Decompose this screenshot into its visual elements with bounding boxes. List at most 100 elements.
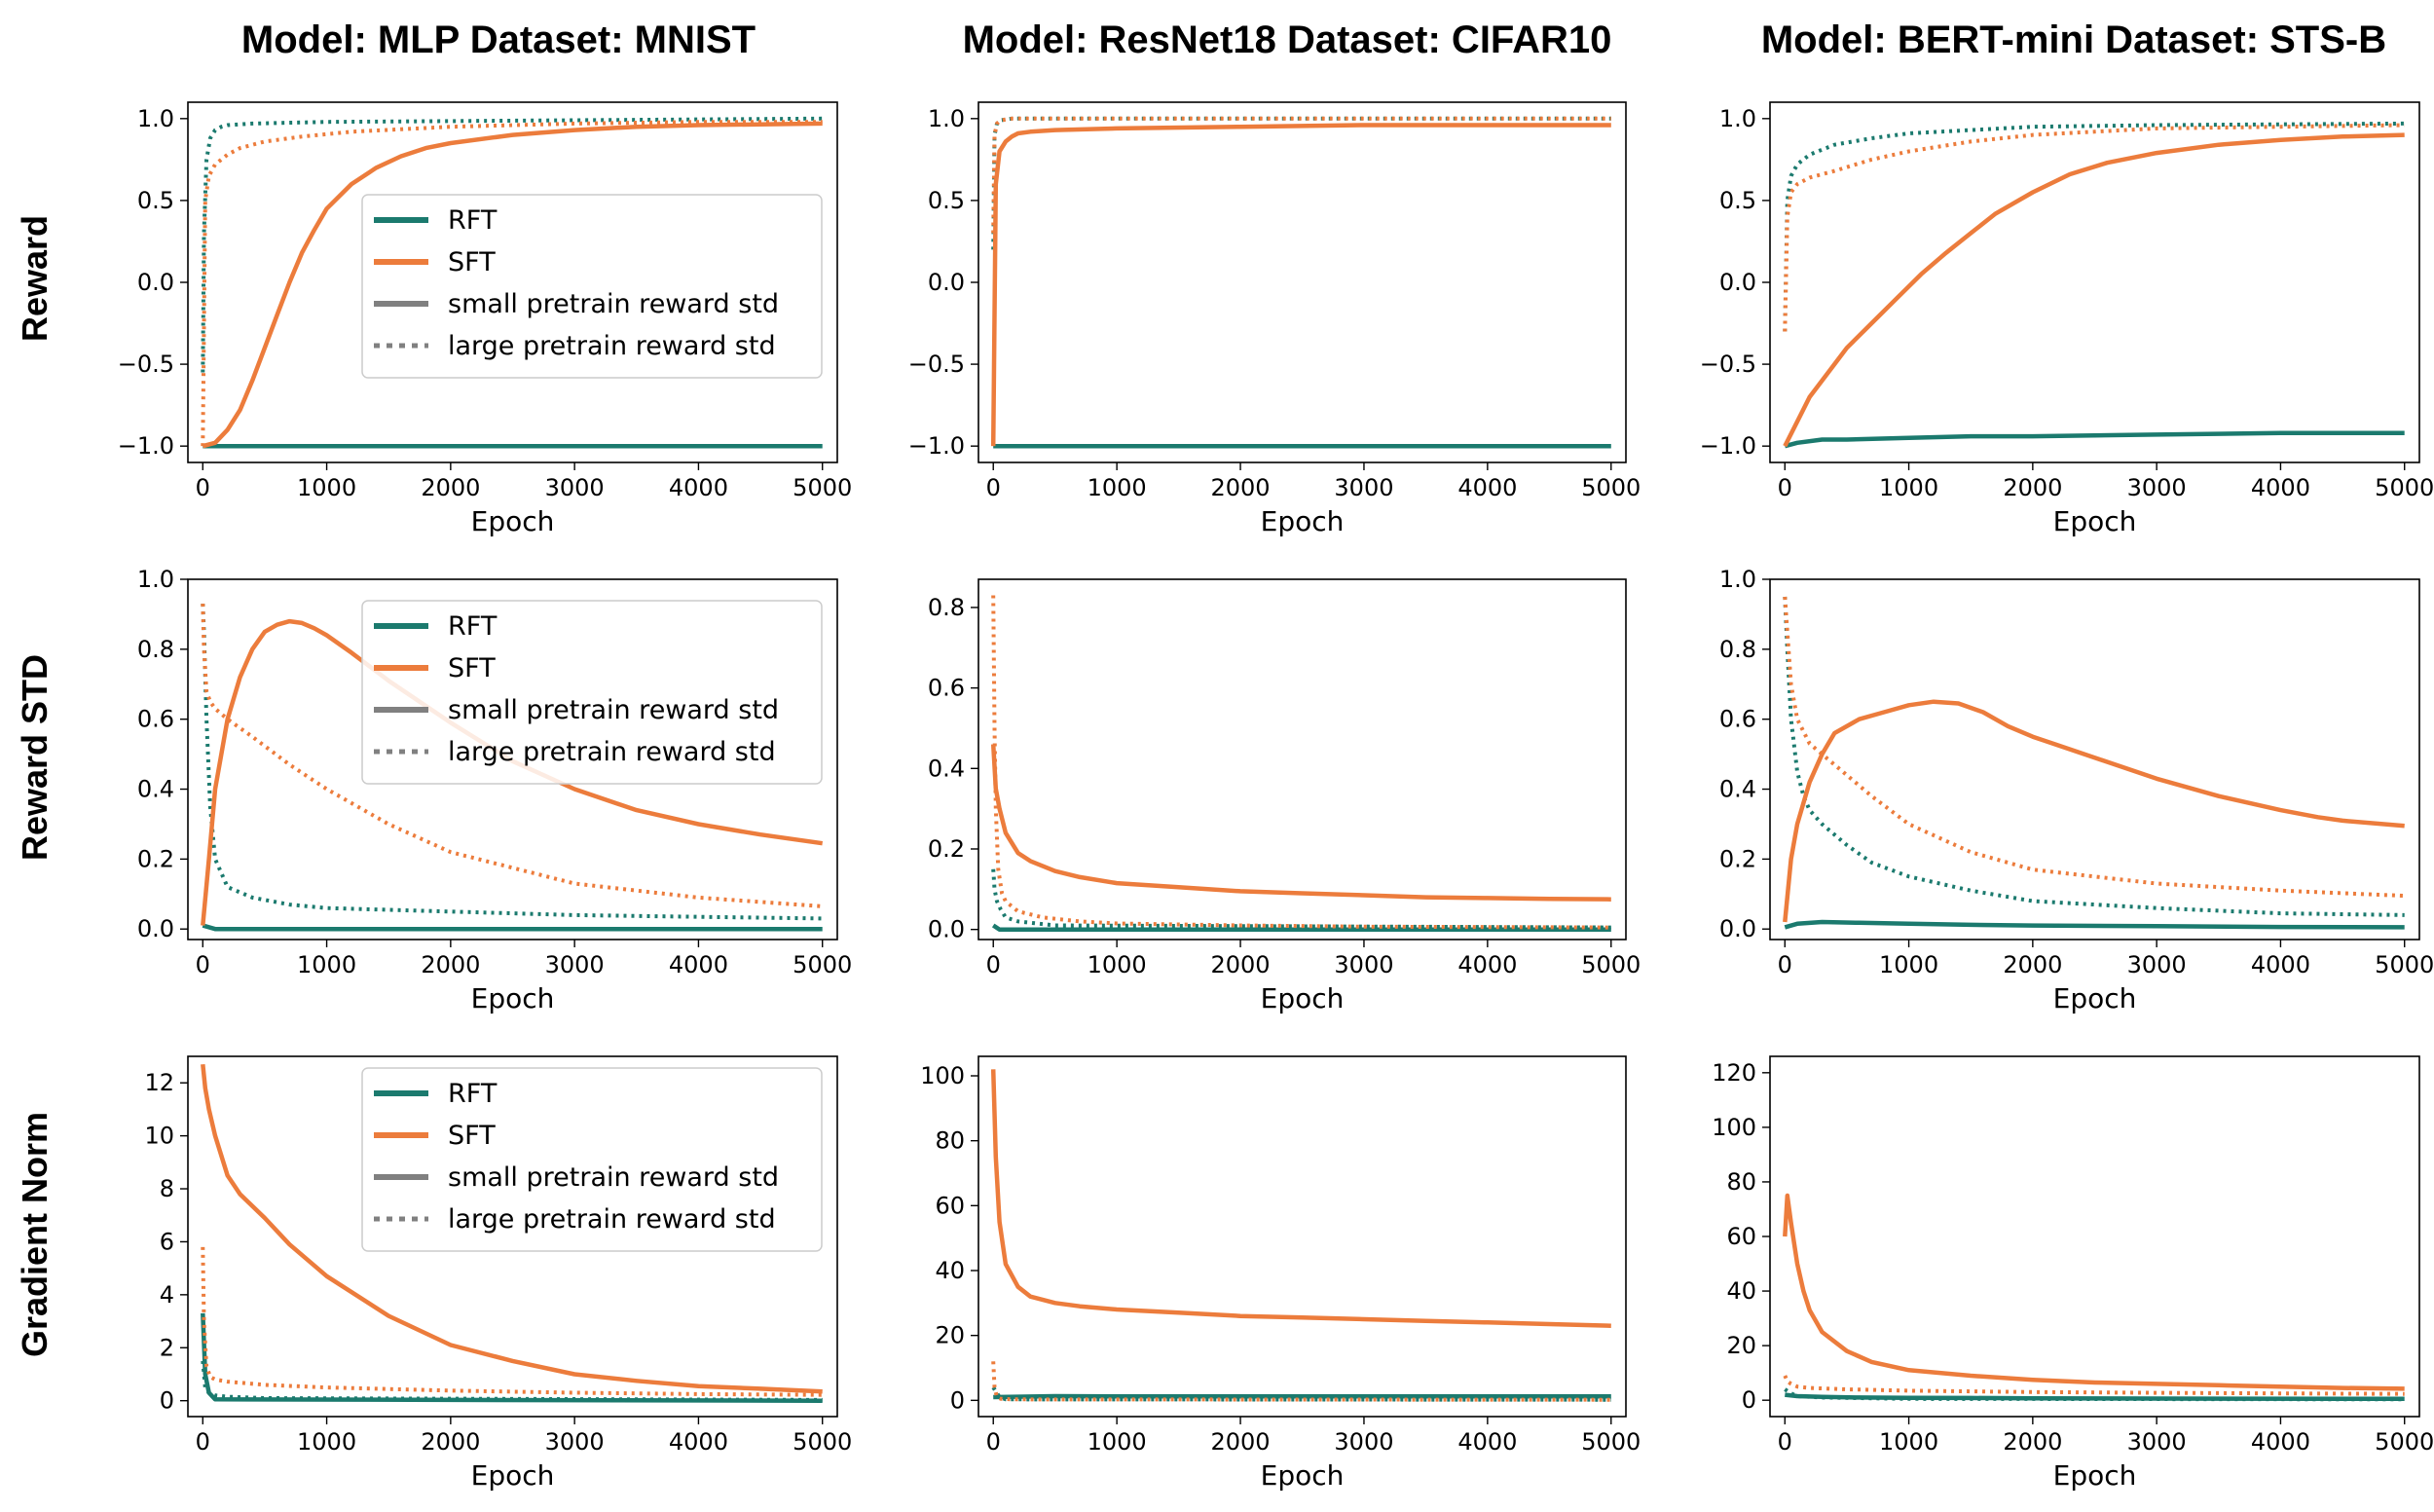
y-tick-label: −0.5 [118, 350, 174, 378]
plot-area [990, 1069, 1611, 1402]
x-axis-label: Epoch [2053, 505, 2137, 537]
y-tick-label: 1.0 [1719, 566, 1756, 593]
y-tick-label: 0.0 [137, 915, 174, 942]
y-tick-label: 1.0 [137, 566, 174, 593]
series-rft-large-pretrain-std [201, 1360, 823, 1402]
legend-box [361, 1067, 823, 1252]
series-rft-large-pretrain-std [991, 116, 1611, 250]
series-rft-large-pretrain-std [991, 868, 1611, 930]
chart-grid: 0 1000 2000 3000 4000 5000−1.0−0.50.00.51.0Ep… [118, 101, 2434, 1492]
y-tick-label: 60 [935, 1192, 965, 1219]
x-tick-label: 0 [986, 1428, 1001, 1456]
x-tick-label: 5000 [793, 1428, 852, 1456]
legend-label: large pretrain reward std [448, 1204, 776, 1235]
y-tick-label: 0.8 [137, 636, 174, 663]
series-sft-small-pretrain-std [990, 123, 1611, 447]
y-tick-label: 4 [160, 1281, 174, 1309]
y-tick-label: 10 [144, 1123, 174, 1150]
row-title-gradient-norm: Gradient Norm [15, 1112, 55, 1357]
plot-area [201, 1063, 823, 1403]
axes-frame [1769, 1055, 2420, 1418]
legend-label: large pretrain reward std [448, 331, 776, 361]
x-tick-label: 0 [1778, 474, 1792, 501]
x-tick-label: 3000 [2127, 1428, 2187, 1456]
x-tick-label: 4000 [2251, 1428, 2310, 1456]
x-tick-label: 5000 [2375, 951, 2434, 978]
x-tick-label: 2000 [1211, 1428, 1271, 1456]
column-title-resnet18: Model: ResNet18 Dataset: CIFAR10 [963, 18, 1612, 61]
x-tick-label: 5000 [2375, 474, 2434, 501]
chart-std-resnet: 0 1000 2000 3000 4000 5000 0.0 0.2 0.4 0.6 0.8 Epoc… [928, 578, 1641, 1014]
x-tick-label: 3000 [545, 1428, 605, 1456]
x-tick-label: 4000 [2251, 951, 2310, 978]
series-sft-large-pretrain-std [991, 116, 1611, 234]
y-tick-label: 0.2 [928, 835, 965, 863]
chart-grad-bert: 0 1000 2000 3000 4000 5000 0 20 40 60 80 100 120 Epoc… [1712, 1055, 2434, 1492]
y-tick-label: 0.5 [137, 187, 174, 214]
series-sft-large-pretrain-std [991, 595, 1611, 930]
x-tick-label: 1000 [297, 474, 356, 501]
y-tick-label: 1.0 [928, 105, 965, 132]
x-tick-label: 3000 [545, 474, 605, 501]
x-tick-label: 1000 [1088, 474, 1147, 501]
x-tick-label: 1000 [297, 1428, 356, 1456]
legend-label: SFT [448, 247, 496, 277]
y-tick-label: 0.0 [928, 269, 965, 296]
y-tick-label: 0.0 [1719, 915, 1756, 942]
series-rft-small-pretrain-std [1784, 430, 2405, 449]
y-tick-label: 0.5 [1719, 187, 1756, 214]
axes-frame [977, 1055, 1627, 1418]
x-tick-label: 0 [1778, 1428, 1792, 1456]
y-tick-label: 0 [160, 1387, 174, 1415]
y-tick-label: 20 [1726, 1332, 1756, 1359]
x-tick-label: 5000 [1581, 1428, 1641, 1456]
x-tick-label: 5000 [793, 474, 852, 501]
x-tick-label: 4000 [669, 951, 728, 978]
x-tick-label: 2000 [421, 951, 480, 978]
x-tick-label: 3000 [2127, 951, 2187, 978]
x-tick-label: 4000 [1457, 474, 1517, 501]
axes-frame [1769, 578, 2420, 940]
x-axis-label: Epoch [471, 505, 555, 537]
x-tick-label: 1000 [1088, 1428, 1147, 1456]
plot-area [201, 116, 823, 449]
axes-frame [1769, 101, 2420, 463]
y-tick-label: 0.5 [928, 187, 965, 214]
legend-label: small pretrain reward std [448, 289, 779, 319]
series-rft-small-pretrain-std [991, 923, 1611, 932]
y-tick-label: 40 [935, 1257, 965, 1284]
legend-label: RFT [448, 205, 498, 236]
axes-frame [977, 101, 1627, 463]
column-title-mlp: Model: MLP Dataset: MNIST [241, 18, 756, 61]
y-tick-label: −1.0 [118, 432, 174, 460]
y-tick-label: 0.2 [137, 845, 174, 872]
y-tick-label: 0.2 [1719, 845, 1756, 872]
legend-label: small pretrain reward std [448, 695, 779, 725]
x-tick-label: 0 [196, 1428, 210, 1456]
y-tick-label: 0.0 [928, 916, 965, 943]
y-tick-label: −1.0 [1700, 432, 1756, 460]
y-tick-label: 20 [935, 1322, 965, 1349]
x-tick-label: 5000 [793, 951, 852, 978]
series-sft-large-pretrain-std [201, 1246, 823, 1397]
series-rft-small-pretrain-std [993, 1393, 1611, 1400]
series-rft-large-pretrain-std [991, 1385, 1611, 1402]
x-tick-label: 3000 [1334, 951, 1393, 978]
axes-frame [187, 578, 838, 940]
y-tick-label: 6 [160, 1228, 174, 1255]
series-rft-large-pretrain-std [1783, 596, 2405, 917]
series-sft-small-pretrain-std [1783, 1193, 2405, 1391]
chart-std-bert: 0 1000 2000 3000 4000 5000 0.0 0.2 0.4 0.6 0.8 1.0 E… [1719, 566, 2434, 1014]
y-tick-label: 0.4 [1719, 776, 1756, 803]
series-rft-large-pretrain-std [1783, 121, 2405, 332]
plot-area [1783, 596, 2405, 930]
x-axis-label: Epoch [2053, 982, 2137, 1014]
plot-area [1783, 121, 2405, 449]
x-axis-label: Epoch [1261, 982, 1345, 1014]
y-tick-label: −0.5 [1700, 350, 1756, 378]
series-sft-large-pretrain-std [1783, 123, 2405, 332]
chart-reward-mlp: 0 1000 2000 3000 4000 5000 −1.0 −0.5 0.0 0.5 1.0 Ep… [118, 101, 852, 537]
y-tick-label: 0.4 [137, 776, 174, 803]
legend: RFT SFT small pretrain reward std large pre… [361, 600, 823, 785]
